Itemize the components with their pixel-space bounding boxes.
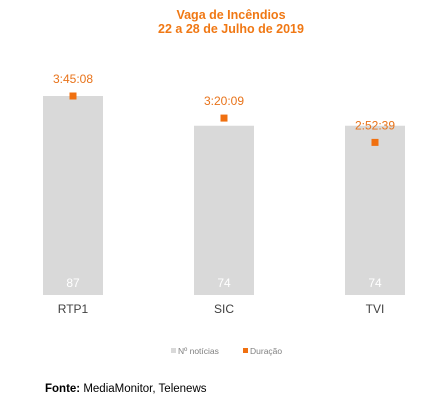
count-label-tvi: 74: [368, 276, 382, 290]
legend: Nº notícias Duração: [171, 346, 282, 356]
duration-marker-rtp1: [69, 92, 77, 100]
chart-subtitle: 22 a 28 de Julho de 2019: [158, 22, 304, 36]
bar-sic: [194, 125, 254, 296]
x-tick-label-tvi: TVI: [366, 302, 385, 316]
x-tick-label-rtp1: RTP1: [58, 302, 89, 316]
bar-rtp1: [43, 96, 103, 295]
chart-title: Vaga de Incêndios: [176, 8, 285, 22]
count-label-sic: 74: [217, 276, 231, 290]
duration-marker-tvi: [371, 138, 379, 146]
legend-label-count: Nº notícias: [178, 346, 219, 356]
legend-swatch-count: [171, 348, 176, 353]
legend-swatch-duration: [243, 348, 248, 353]
duration-marker-sic: [220, 114, 228, 122]
source-note: Fonte: MediaMonitor, Telenews: [45, 383, 207, 395]
source-label: Fonte:: [45, 383, 81, 395]
count-label-rtp1: 87: [66, 276, 80, 290]
bar-tvi: [345, 125, 405, 296]
x-tick-label-sic: SIC: [214, 302, 234, 316]
duration-label-sic: 3:20:09: [204, 94, 244, 108]
source-text: MediaMonitor, Telenews: [80, 383, 207, 395]
legend-label-duration: Duração: [250, 346, 282, 356]
duration-label-tvi: 2:52:39: [355, 118, 395, 132]
duration-label-rtp1: 3:45:08: [53, 72, 93, 86]
